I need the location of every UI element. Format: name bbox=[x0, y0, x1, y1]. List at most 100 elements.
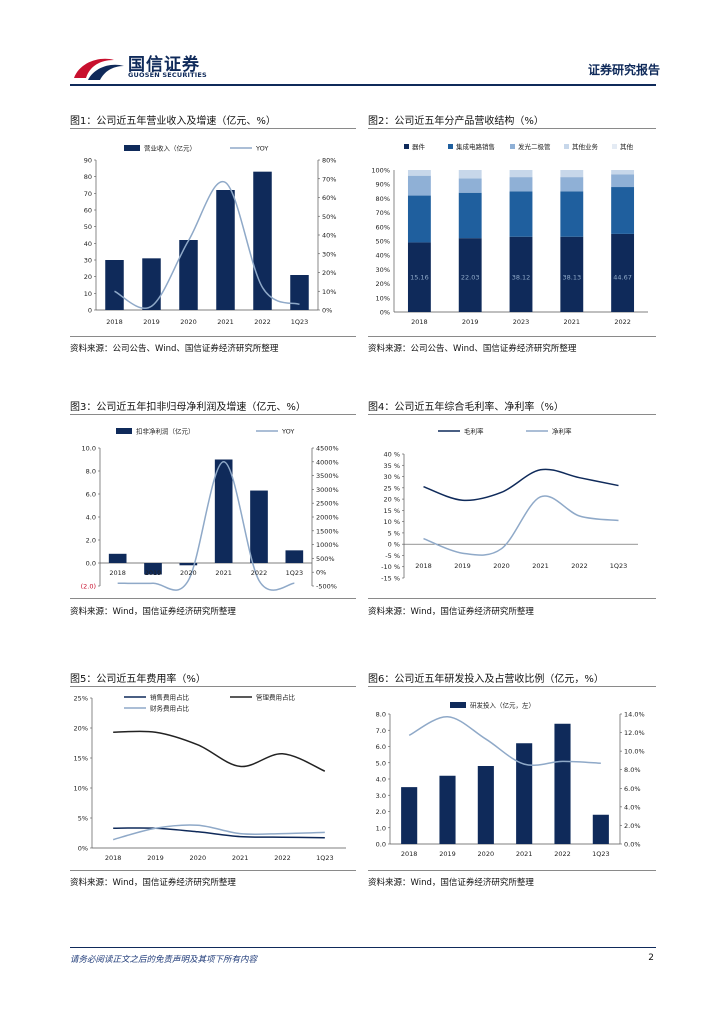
y-right-tick-label: 80% bbox=[322, 157, 336, 165]
y-right-tick-label: 2000% bbox=[316, 514, 339, 522]
y-right-tick-label: 10.0% bbox=[624, 748, 645, 756]
bar-2021 bbox=[516, 743, 533, 844]
x-tick-label: 2022 bbox=[614, 318, 631, 326]
y-tick-label: 35 % bbox=[383, 462, 400, 470]
y-left-tick-label: 4.0 bbox=[376, 776, 386, 784]
fig3-net-profit-chart: (2.0) 0.0 2.0 4.0 6.0 8.0 10.0 -500% 0% 500% 1000%… bbox=[81, 427, 339, 591]
y-tick-label: 60% bbox=[376, 223, 390, 231]
x-tick-label: 2023 bbox=[513, 318, 530, 326]
y-left-tick-label: 0.0 bbox=[376, 841, 386, 849]
fig2-title-rule bbox=[368, 128, 656, 129]
x-tick-label: 2019 bbox=[454, 562, 471, 570]
fig2-source-rule bbox=[368, 336, 656, 337]
bar-1Q23 bbox=[290, 275, 309, 310]
y-tick-label: 30% bbox=[376, 266, 390, 274]
x-tick-label: 2018 bbox=[105, 854, 122, 862]
x-tick-label: 2021 bbox=[564, 318, 581, 326]
x-tick-label: 2022 bbox=[571, 562, 588, 570]
fig1-source: 资料来源：公司公告、Wind、国信证券经济研究所整理 bbox=[70, 344, 279, 354]
x-tick-label: 2022 bbox=[251, 569, 268, 577]
y-left-tick-label: 7.0 bbox=[376, 727, 386, 735]
bar-1Q23 bbox=[285, 550, 304, 563]
y-left-tick-label: 2.0 bbox=[376, 808, 386, 816]
y-tick-label: 10% bbox=[74, 785, 88, 793]
y-tick-label: 30 % bbox=[383, 473, 400, 481]
stack-1-2019 bbox=[458, 192, 482, 239]
page-number: 2 bbox=[648, 953, 654, 963]
y-left-tick-label: 80 bbox=[84, 173, 92, 181]
y-left-tick-label: 8.0 bbox=[376, 711, 386, 719]
x-tick-label: 2020 bbox=[190, 854, 207, 862]
y-tick-label: 0% bbox=[78, 845, 88, 853]
y-tick-label: 0% bbox=[380, 309, 390, 317]
y-tick-label: 5 % bbox=[388, 529, 400, 537]
y-right-tick-label: 1500% bbox=[316, 527, 339, 535]
y-right-tick-label: 30% bbox=[322, 250, 336, 258]
fig2-product-structure-chart: 0% 10% 20% 30% 40% 50% 60% 70% 80% 90% 100% 15.16 20… bbox=[371, 142, 648, 326]
y-left-tick-label: (2.0) bbox=[81, 583, 96, 591]
legend-bar-swatch bbox=[450, 702, 466, 708]
stack-2-2021 bbox=[560, 177, 584, 192]
legend-line-label: YOY bbox=[255, 145, 268, 153]
stack-3-2023 bbox=[509, 170, 533, 178]
y-tick-label: -10 % bbox=[381, 563, 400, 571]
stack-3-2019 bbox=[458, 170, 482, 179]
y-right-tick-label: 4.0% bbox=[624, 803, 641, 811]
yoy-line bbox=[114, 180, 300, 309]
x-tick-label: 1Q23 bbox=[291, 318, 309, 326]
y-left-tick-label: 6.0 bbox=[86, 491, 96, 499]
bar-2018 bbox=[401, 787, 418, 844]
fig5-title-rule bbox=[70, 686, 356, 687]
y-right-tick-label: 50% bbox=[322, 213, 336, 221]
x-tick-label: 2021 bbox=[215, 569, 232, 577]
stack-0-2022 bbox=[611, 233, 635, 312]
bar-2020 bbox=[179, 563, 198, 566]
y-tick-label: 80% bbox=[376, 195, 390, 203]
legend-series-1-label: 管理费用占比 bbox=[256, 693, 296, 702]
stack-0-2021 bbox=[560, 236, 584, 312]
x-tick-label: 2019 bbox=[462, 318, 479, 326]
y-right-tick-label: 12.0% bbox=[624, 729, 645, 737]
y-right-tick-label: 6.0% bbox=[624, 785, 641, 793]
legend-bar-swatch bbox=[116, 428, 132, 434]
stack-0-2018 bbox=[407, 242, 431, 312]
bar-2022 bbox=[554, 723, 571, 844]
y-right-tick-label: 1000% bbox=[316, 541, 339, 549]
fig6-source-rule bbox=[368, 870, 656, 871]
x-tick-label: 2020 bbox=[493, 562, 510, 570]
y-tick-label: 100% bbox=[371, 167, 390, 175]
legend-label-4: 其他 bbox=[620, 142, 634, 151]
y-left-tick-label: 4.0 bbox=[86, 514, 96, 522]
legend-series-1-label: 净利率 bbox=[552, 427, 572, 436]
y-tick-label: 5% bbox=[78, 815, 88, 823]
y-left-tick-label: 90 bbox=[84, 157, 92, 165]
report-header: 国信证券 GUOSEN SECURITIES 证券研究报告 bbox=[0, 0, 724, 90]
legend-series-0-label: 销售费用占比 bbox=[150, 693, 190, 702]
legend-swatch-3 bbox=[564, 144, 569, 149]
fig3-title: 图3：公司近五年扣非归母净利润及增速（亿元、%） bbox=[70, 402, 306, 413]
x-tick-label: 1Q23 bbox=[592, 850, 610, 858]
x-tick-label: 2019 bbox=[145, 569, 162, 577]
y-right-tick-label: -500% bbox=[316, 583, 337, 591]
y-left-tick-label: 40 bbox=[84, 240, 92, 248]
x-tick-label: 2018 bbox=[415, 562, 432, 570]
bar-2019 bbox=[144, 563, 162, 575]
bar-1Q23 bbox=[592, 814, 609, 844]
y-left-tick-label: 2.0 bbox=[86, 537, 96, 545]
legend-label-2: 发光二极管 bbox=[518, 142, 551, 151]
fig5-source: 资料来源：Wind，国信证券经济研究所整理 bbox=[70, 878, 236, 888]
x-tick-label: 1Q23 bbox=[610, 562, 628, 570]
x-tick-label: 2018 bbox=[109, 569, 126, 577]
y-right-tick-label: 0.0% bbox=[624, 841, 641, 849]
legend-series-2-label: 财务费用占比 bbox=[150, 704, 190, 713]
y-tick-label: 10 % bbox=[383, 518, 400, 526]
y-tick-label: -15 % bbox=[381, 575, 400, 583]
x-tick-label: 2019 bbox=[143, 318, 160, 326]
brand-name-en: GUOSEN SECURITIES bbox=[128, 71, 207, 79]
legend-swatch-1 bbox=[448, 144, 453, 149]
y-tick-label: 20% bbox=[376, 280, 390, 288]
legend-bar-label: 营业收入（亿元） bbox=[144, 144, 196, 153]
y-tick-label: 50% bbox=[376, 238, 390, 246]
y-tick-label: 40 % bbox=[383, 451, 400, 459]
legend-bar-label: 扣非净利润（亿元） bbox=[136, 427, 195, 436]
